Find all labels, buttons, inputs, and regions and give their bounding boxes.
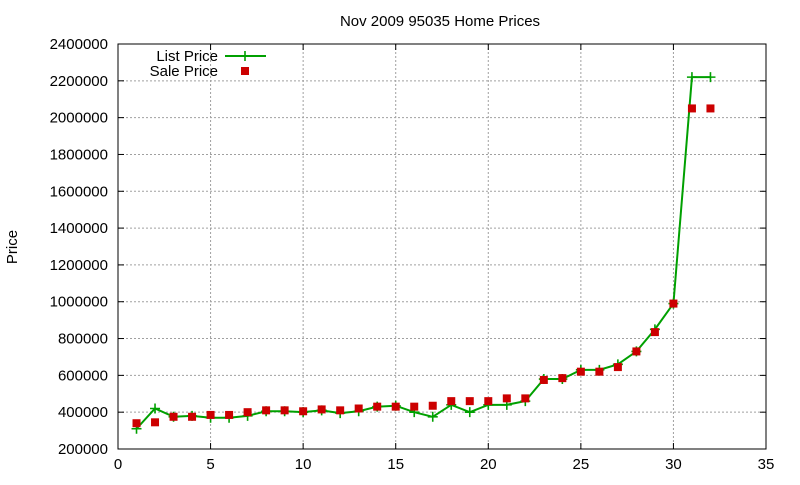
x-tick-label: 30 (665, 456, 682, 473)
plot-frame (117, 43, 767, 450)
y-tick-label: 200000 (58, 441, 108, 458)
x-tick-label: 20 (480, 456, 497, 473)
data-point (706, 104, 715, 113)
data-point (558, 374, 567, 383)
y-tick-label: 2400000 (50, 36, 108, 53)
data-point (132, 419, 141, 428)
data-point (280, 406, 289, 415)
data-point (632, 347, 641, 356)
grid (118, 44, 766, 449)
data-point (391, 402, 400, 411)
y-tick-label: 800000 (58, 331, 108, 348)
axes: 0 5 10 15 20 25 30 35 200000 400000 600000 800000 10… (50, 36, 775, 473)
data-point (669, 299, 678, 308)
data-point (502, 394, 511, 403)
y-tick-label: 1000000 (50, 294, 108, 311)
data-point (262, 406, 271, 415)
legend-label: List Price (156, 48, 218, 65)
series-1 (132, 104, 715, 428)
data-point (373, 402, 382, 411)
data-point (613, 363, 622, 372)
data-point (687, 104, 696, 113)
chart-title: Nov 2009 95035 Home Prices (340, 13, 540, 30)
data-point (299, 407, 308, 416)
data-point (464, 407, 475, 418)
series-0 (131, 72, 716, 434)
x-tick-label: 0 (114, 456, 122, 473)
data-point (576, 367, 585, 376)
data-point (539, 375, 548, 384)
data-point (410, 402, 419, 411)
x-tick-label: 15 (387, 456, 404, 473)
y-tick-label: 400000 (58, 404, 108, 421)
legend-swatch-marker (241, 67, 249, 75)
data-point (336, 406, 345, 415)
data-point (705, 72, 716, 83)
data-point (151, 418, 160, 427)
data-point (354, 404, 363, 413)
data-point (465, 397, 474, 406)
y-tick-label: 2000000 (50, 110, 108, 127)
data-point (206, 410, 215, 419)
x-tick-label: 35 (758, 456, 775, 473)
x-tick-label: 10 (295, 456, 312, 473)
series-layer (131, 72, 716, 434)
series-line (135, 76, 711, 430)
legend-label: Sale Price (150, 63, 218, 80)
y-tick-label: 1400000 (50, 220, 108, 237)
data-point (188, 412, 197, 421)
y-tick-label: 1600000 (50, 183, 108, 200)
legend-swatch-marker (240, 51, 250, 61)
y-axis-label: Price (4, 230, 21, 264)
data-point (428, 401, 437, 410)
x-tick-label: 5 (206, 456, 214, 473)
data-point (686, 72, 697, 83)
y-tick-label: 1200000 (50, 257, 108, 274)
data-point (650, 328, 659, 337)
y-tick-label: 2200000 (50, 73, 108, 90)
data-point (225, 410, 234, 419)
data-point (447, 397, 456, 406)
data-point (317, 405, 326, 414)
data-point (427, 411, 438, 422)
data-point (484, 397, 493, 406)
y-tick-label: 600000 (58, 367, 108, 384)
data-point (169, 412, 178, 421)
y-tick-label: 1800000 (50, 146, 108, 163)
data-point (595, 367, 604, 376)
data-point (243, 408, 252, 417)
data-point (150, 403, 161, 414)
data-point (521, 394, 530, 403)
x-tick-label: 25 (573, 456, 590, 473)
